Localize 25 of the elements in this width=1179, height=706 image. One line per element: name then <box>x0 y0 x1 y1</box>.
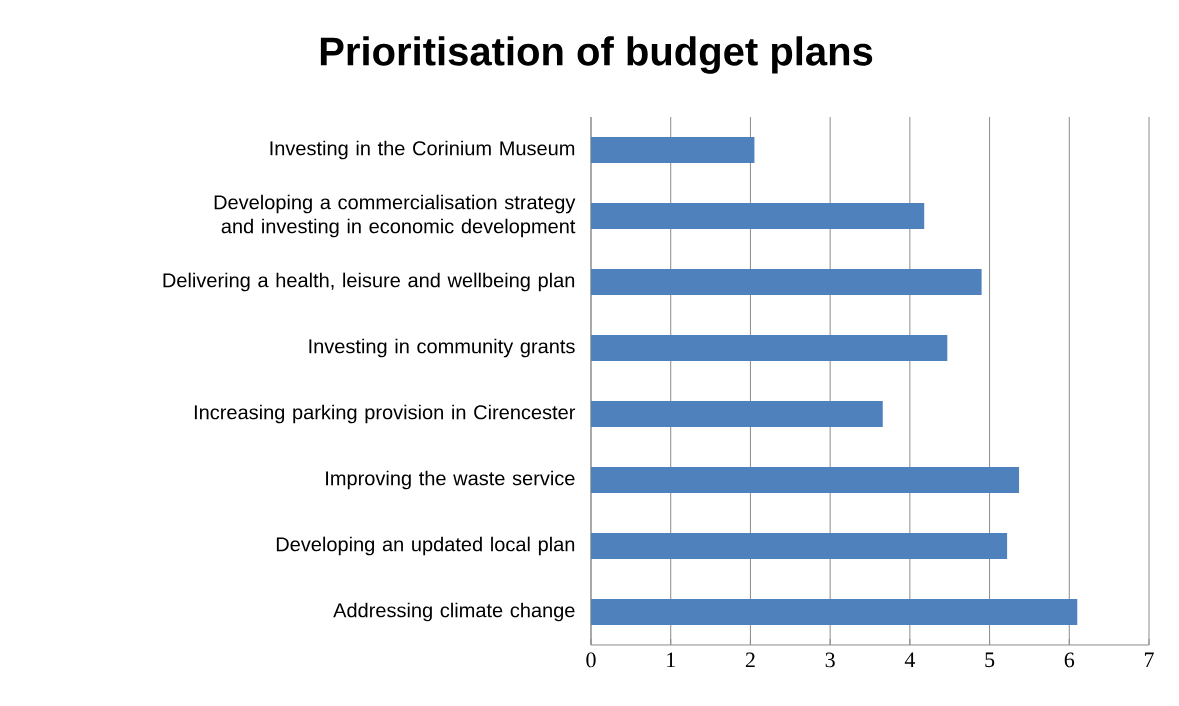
bar <box>591 334 948 361</box>
bar <box>591 532 1008 559</box>
x-tick-label: 3 <box>825 652 835 668</box>
y-tick-label: Developing an updated local plan <box>276 536 575 556</box>
chart-title: Prioritisation of budget plans <box>320 36 873 74</box>
y-tick-label: Addressing climate change <box>333 602 575 622</box>
bar <box>591 202 925 229</box>
y-tick-label: Delivering a health, leisure and wellbeing plan <box>163 272 575 292</box>
y-tick-label: Investing in community grants <box>309 338 575 358</box>
bar <box>591 598 1078 625</box>
y-tick-label: Developing a commercialisation strategy and investing in economic development <box>214 194 576 238</box>
bar <box>591 137 755 163</box>
x-tick-label: 1 <box>667 652 675 668</box>
x-tick-label: 0 <box>586 652 596 668</box>
x-tick-label: 7 <box>1144 652 1154 667</box>
y-tick-label: Improving the waste service <box>326 470 575 490</box>
bar <box>591 268 982 295</box>
x-tick-label: 5 <box>985 652 995 668</box>
bar <box>591 400 883 427</box>
y-tick-label: Investing in the Corinium Museum <box>270 140 575 160</box>
x-tick-label: 6 <box>1064 652 1075 668</box>
x-tick-label: 2 <box>745 652 755 668</box>
y-tick-label: Increasing parking provision in Cirencester <box>194 404 576 424</box>
bar <box>591 466 1020 493</box>
x-tick-label: 4 <box>904 652 916 667</box>
